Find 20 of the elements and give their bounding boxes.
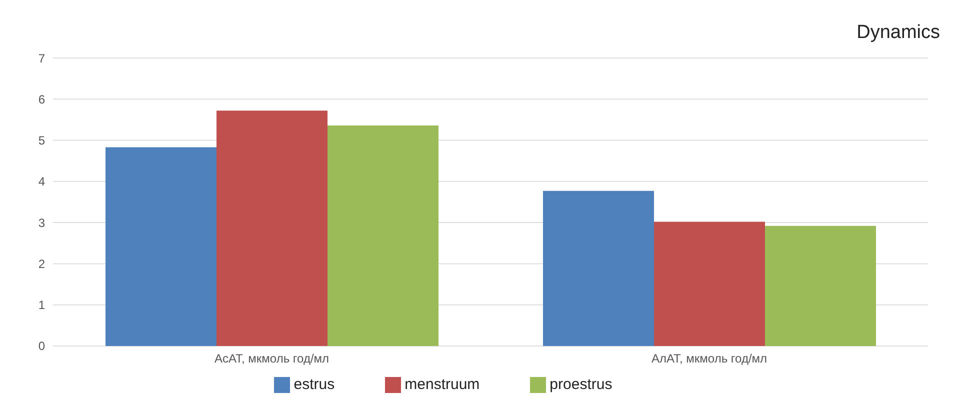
y-tick-label: 3 (38, 216, 46, 230)
x-tick-label: АлАТ, мкмоль год/мл (651, 351, 768, 366)
legend-label: menstruum (404, 376, 480, 393)
x-tick-label: АсАТ, мкмоль год/мл (214, 351, 330, 366)
legend-label: proestrus (550, 376, 612, 393)
y-tick-label: 7 (38, 51, 46, 66)
y-tick-label: 6 (38, 92, 46, 106)
chart-title: Dynamics (856, 22, 940, 44)
bar (765, 226, 876, 346)
bar (106, 147, 216, 346)
y-tick-label: 1 (38, 298, 46, 312)
bar (328, 125, 438, 346)
bar (654, 222, 765, 346)
legend-label: estrus (294, 376, 335, 393)
y-tick-label: 0 (38, 339, 46, 354)
bar (543, 190, 654, 346)
bar (216, 110, 328, 346)
y-tick-label: 5 (38, 134, 46, 148)
y-tick-label: 2 (38, 256, 46, 271)
y-tick-label: 4 (38, 174, 46, 189)
